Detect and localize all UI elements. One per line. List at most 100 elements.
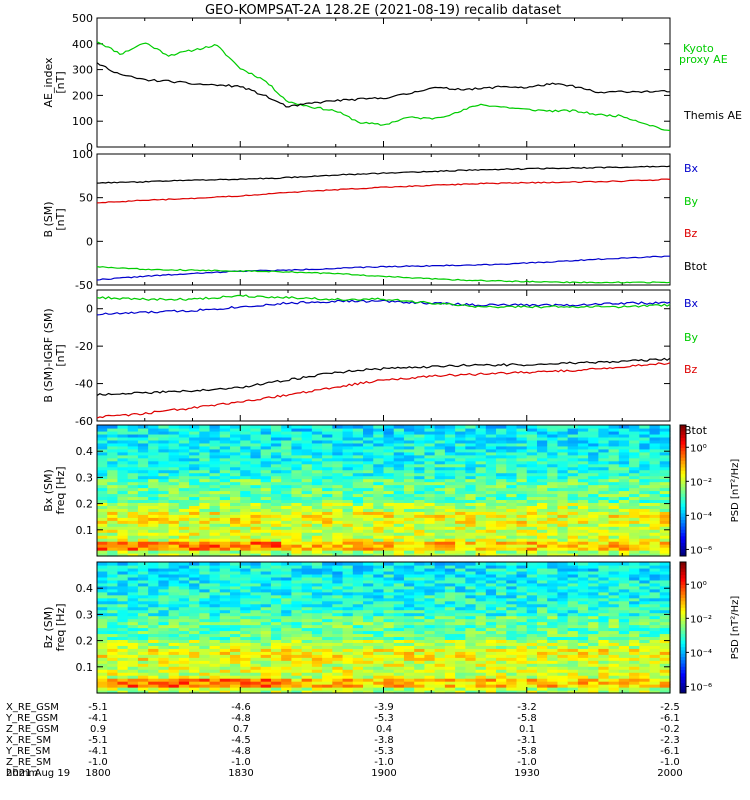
spectrogram-cell [148, 594, 159, 599]
spectrogram-cell [639, 478, 651, 483]
spectrogram-cell [148, 457, 159, 462]
spectrogram-cell [363, 562, 374, 566]
spectrogram-cell [608, 505, 620, 509]
spectrogram-cell [281, 588, 293, 593]
spectrogram-cell [189, 579, 200, 584]
spectrogram-cell [434, 508, 446, 512]
spectrogram-cell [270, 609, 282, 614]
spectrogram-cell [127, 624, 139, 629]
spectrogram-cell [332, 457, 344, 462]
spectrogram-cell [363, 648, 374, 652]
spectrogram-cell [373, 529, 385, 533]
spectrogram-cell [97, 666, 108, 670]
spectrogram-cell [199, 624, 211, 629]
spectrogram-cell [117, 466, 129, 471]
spectrogram-cell [148, 475, 159, 480]
spectrogram-cell [434, 433, 446, 438]
spectrogram-cell [618, 442, 630, 447]
spectrogram-cell [393, 603, 405, 608]
spectrogram-cell [496, 499, 507, 504]
spectrogram-cell [496, 579, 507, 584]
spectrogram-cell [281, 538, 293, 542]
spectrogram-cell [577, 460, 589, 465]
spectrogram-cell [168, 567, 180, 572]
spectrogram-cell [127, 547, 139, 551]
spectrogram-cell [281, 642, 293, 646]
spectrogram-cell [107, 508, 119, 512]
spectrogram-cell [649, 526, 661, 530]
spectrogram-cell [311, 433, 323, 438]
spectrogram-cell [536, 481, 548, 486]
spectrogram-cell [301, 627, 313, 632]
spectrogram-cell [373, 621, 385, 626]
spectrogram-cell [465, 499, 477, 504]
spectrogram-cell [618, 439, 630, 444]
spectrogram-cell [311, 639, 323, 643]
spectrogram-cell [444, 475, 456, 480]
spectrogram-cell [107, 636, 119, 641]
spectrogram-cell [332, 633, 344, 638]
spectrogram-cell [322, 690, 333, 694]
spectrogram-cell [373, 657, 385, 661]
spectrogram-cell [588, 499, 599, 504]
spectrogram-cell [332, 636, 344, 641]
spectrogram-cell [127, 526, 139, 530]
spectrogram-cell [97, 681, 108, 685]
spectrogram-cell [322, 541, 333, 545]
spectrogram-cell [219, 624, 231, 629]
spectrogram-cell [383, 469, 395, 474]
spectrogram-cell [485, 511, 497, 515]
spectrogram-cell [373, 615, 385, 620]
spectrogram-cell [352, 669, 364, 673]
spectrogram-cell [250, 636, 262, 641]
spectrogram-cell [434, 564, 446, 569]
spectrogram-cell [526, 591, 538, 596]
spectrogram-cell [455, 499, 466, 504]
spectrogram-cell [97, 630, 108, 635]
spectrogram-cell [455, 442, 466, 447]
spectrogram-cell [516, 439, 528, 444]
spectrogram-cell [311, 570, 323, 575]
spectrogram-cell [301, 645, 313, 649]
spectrogram-cell [332, 442, 344, 447]
spectrogram-cell [424, 472, 436, 477]
spectrogram-cell [332, 469, 344, 474]
spectrogram-cell [342, 594, 354, 599]
spectrogram-cell [342, 591, 354, 596]
spectrogram-cell [608, 690, 620, 694]
spectrogram-cell [598, 425, 610, 429]
spectrogram-cell [649, 547, 661, 551]
spectrogram-cell [434, 627, 446, 632]
spectrogram-cell [291, 481, 303, 486]
spectrogram-cell [516, 463, 528, 468]
spectrogram-cell [158, 645, 170, 649]
spectrogram-cell [659, 535, 671, 539]
spectrogram-cell [547, 544, 559, 548]
spectrogram-cell [127, 642, 139, 646]
spectrogram-cell [373, 576, 385, 581]
spectrogram-cell [434, 603, 446, 608]
spectrogram-cell [311, 451, 323, 456]
spectrogram-cell [230, 666, 241, 670]
spectrogram-cell [322, 579, 333, 584]
spectrogram-cell [373, 514, 385, 518]
spectrogram-cell [588, 588, 599, 593]
spectrogram-cell [547, 660, 559, 664]
colorbar-step [680, 444, 686, 449]
spectrogram-cell [577, 436, 589, 441]
spectrogram-cell [403, 478, 415, 483]
spectrogram-cell [342, 496, 354, 501]
spectrogram-cell [158, 600, 170, 605]
spectrogram-cell [414, 576, 426, 581]
spectrogram-cell [250, 538, 262, 542]
spectrogram-cell [230, 526, 241, 530]
spectrogram-cell [311, 609, 323, 614]
spectrogram-cell [516, 672, 528, 676]
spectrogram-cell [373, 538, 385, 542]
spectrogram-cell [659, 502, 671, 506]
spectrogram-cell [588, 645, 599, 649]
spectrogram-cell [516, 615, 528, 620]
spectrogram-cell [209, 448, 221, 453]
spectrogram-cell [516, 564, 528, 569]
spectrogram-cell [168, 505, 180, 509]
